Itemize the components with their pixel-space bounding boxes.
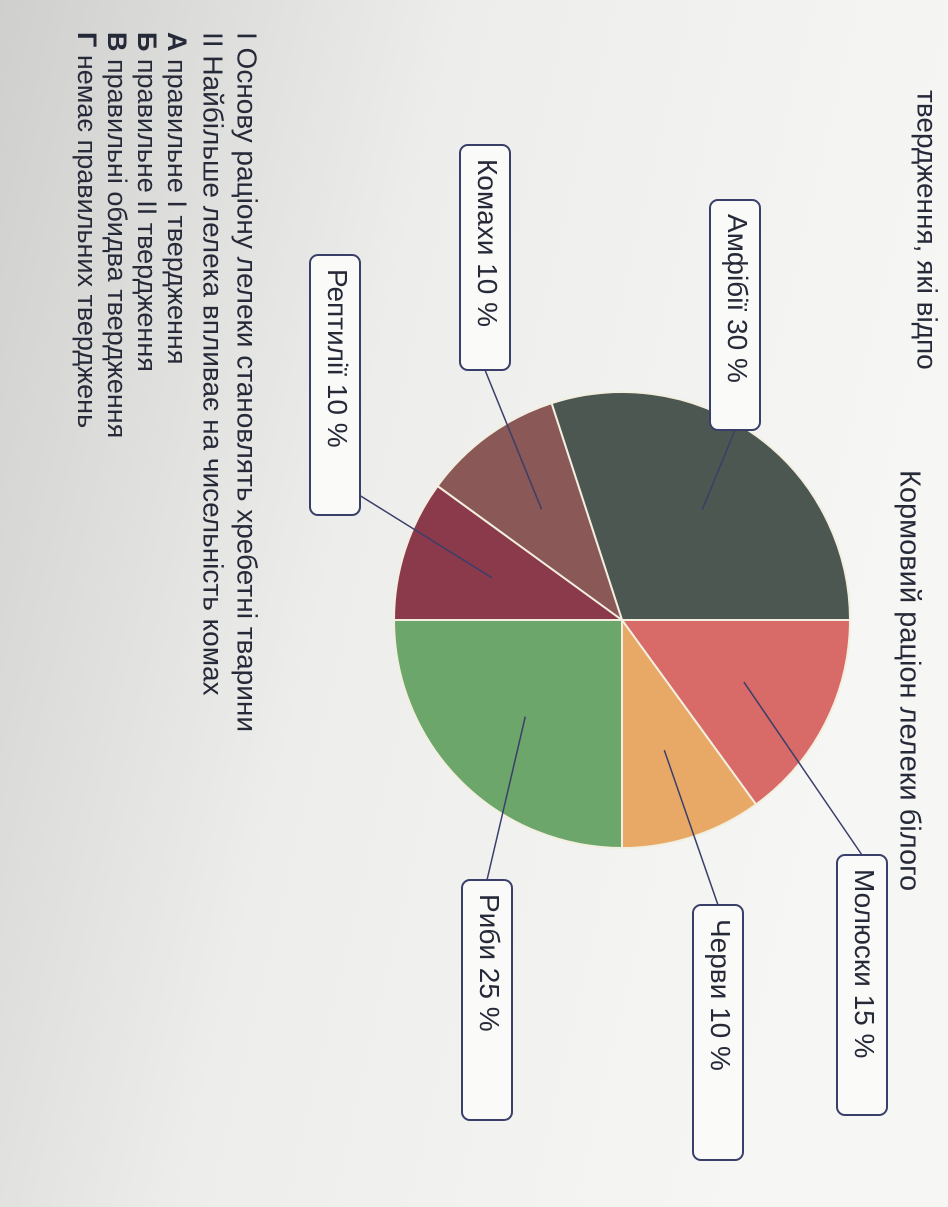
category-label: Амфібії [722,214,753,311]
questions: I Основу раціону лелеки становлять хребе… [72,32,263,732]
value-label: 10 % [472,263,503,327]
option-text: правильні обидва твердження [102,59,132,438]
category-label: Рептилії [322,269,353,376]
pie-slice [620,619,852,806]
category-label: Риби [474,894,505,960]
option: В правильні обидва твердження [102,32,132,438]
label-box [692,904,744,1161]
value-label: 10 % [705,1007,736,1071]
spacer [72,47,102,55]
pie-slice [392,484,626,621]
option-letter: А [162,32,192,52]
leader-line [743,681,863,856]
pie-slice [621,616,758,850]
label-box [836,854,888,1116]
spacer [322,376,353,384]
label-box [459,144,511,371]
labels: Амфібії 30 % Молюски 15 % Черви 10 % Риби 2… [309,144,888,1161]
option-text: правильне II твердження [132,59,162,372]
option-text: правильне I твердження [162,59,192,364]
option-letter: Г [72,32,102,47]
option-text: немає правильних тверджень [72,55,102,428]
option-letter: Б [132,32,162,51]
option: А правильне I твердження [162,32,192,364]
pie [392,391,852,850]
leader-line [663,749,719,906]
statement: I Основу раціону лелеки становлять хребе… [232,32,263,732]
category-label: Черви [705,919,736,999]
spacer [474,960,505,968]
value-label: 30 % [722,319,753,383]
category-label: Молюски [849,869,880,987]
spacer [472,255,503,263]
option: Б правильне II твердження [132,32,162,372]
spacer [705,999,736,1007]
pie-slice [436,401,624,623]
chart-title: Кормовий раціон лелеки білого [893,470,925,891]
spacer [132,51,162,59]
slice-label: Рептилії 10 % [322,269,353,448]
spacer [722,311,753,319]
leader-line [334,479,493,579]
label-box [309,254,361,516]
header-text: твердження, які відпо [912,90,943,370]
option: Г немає правильних тверджень [72,32,102,428]
pie-slice [392,619,623,850]
slice-label: Комахи 10 % [472,159,503,327]
leader-line [486,716,526,881]
slice-label: Риби 25 % [474,894,505,1032]
spacer [162,52,192,60]
leader-line [484,369,543,510]
value-label: 25 % [474,968,505,1032]
slice-label: Амфібії 30 % [722,214,753,383]
spacer [849,987,880,995]
slice-label: Черви 10 % [705,919,736,1071]
statement: II Найбільше лелека впливає на чисельніс… [198,32,229,696]
category-label: Комахи [472,159,503,255]
label-box [709,199,761,431]
option-letter: В [102,32,132,52]
pie-slice [550,391,852,621]
value-label: 15 % [849,995,880,1059]
leader-line [701,429,736,510]
label-box [461,879,513,1121]
value-label: 10 % [322,384,353,448]
spacer [102,52,132,60]
slice-label: Молюски 15 % [849,869,880,1058]
